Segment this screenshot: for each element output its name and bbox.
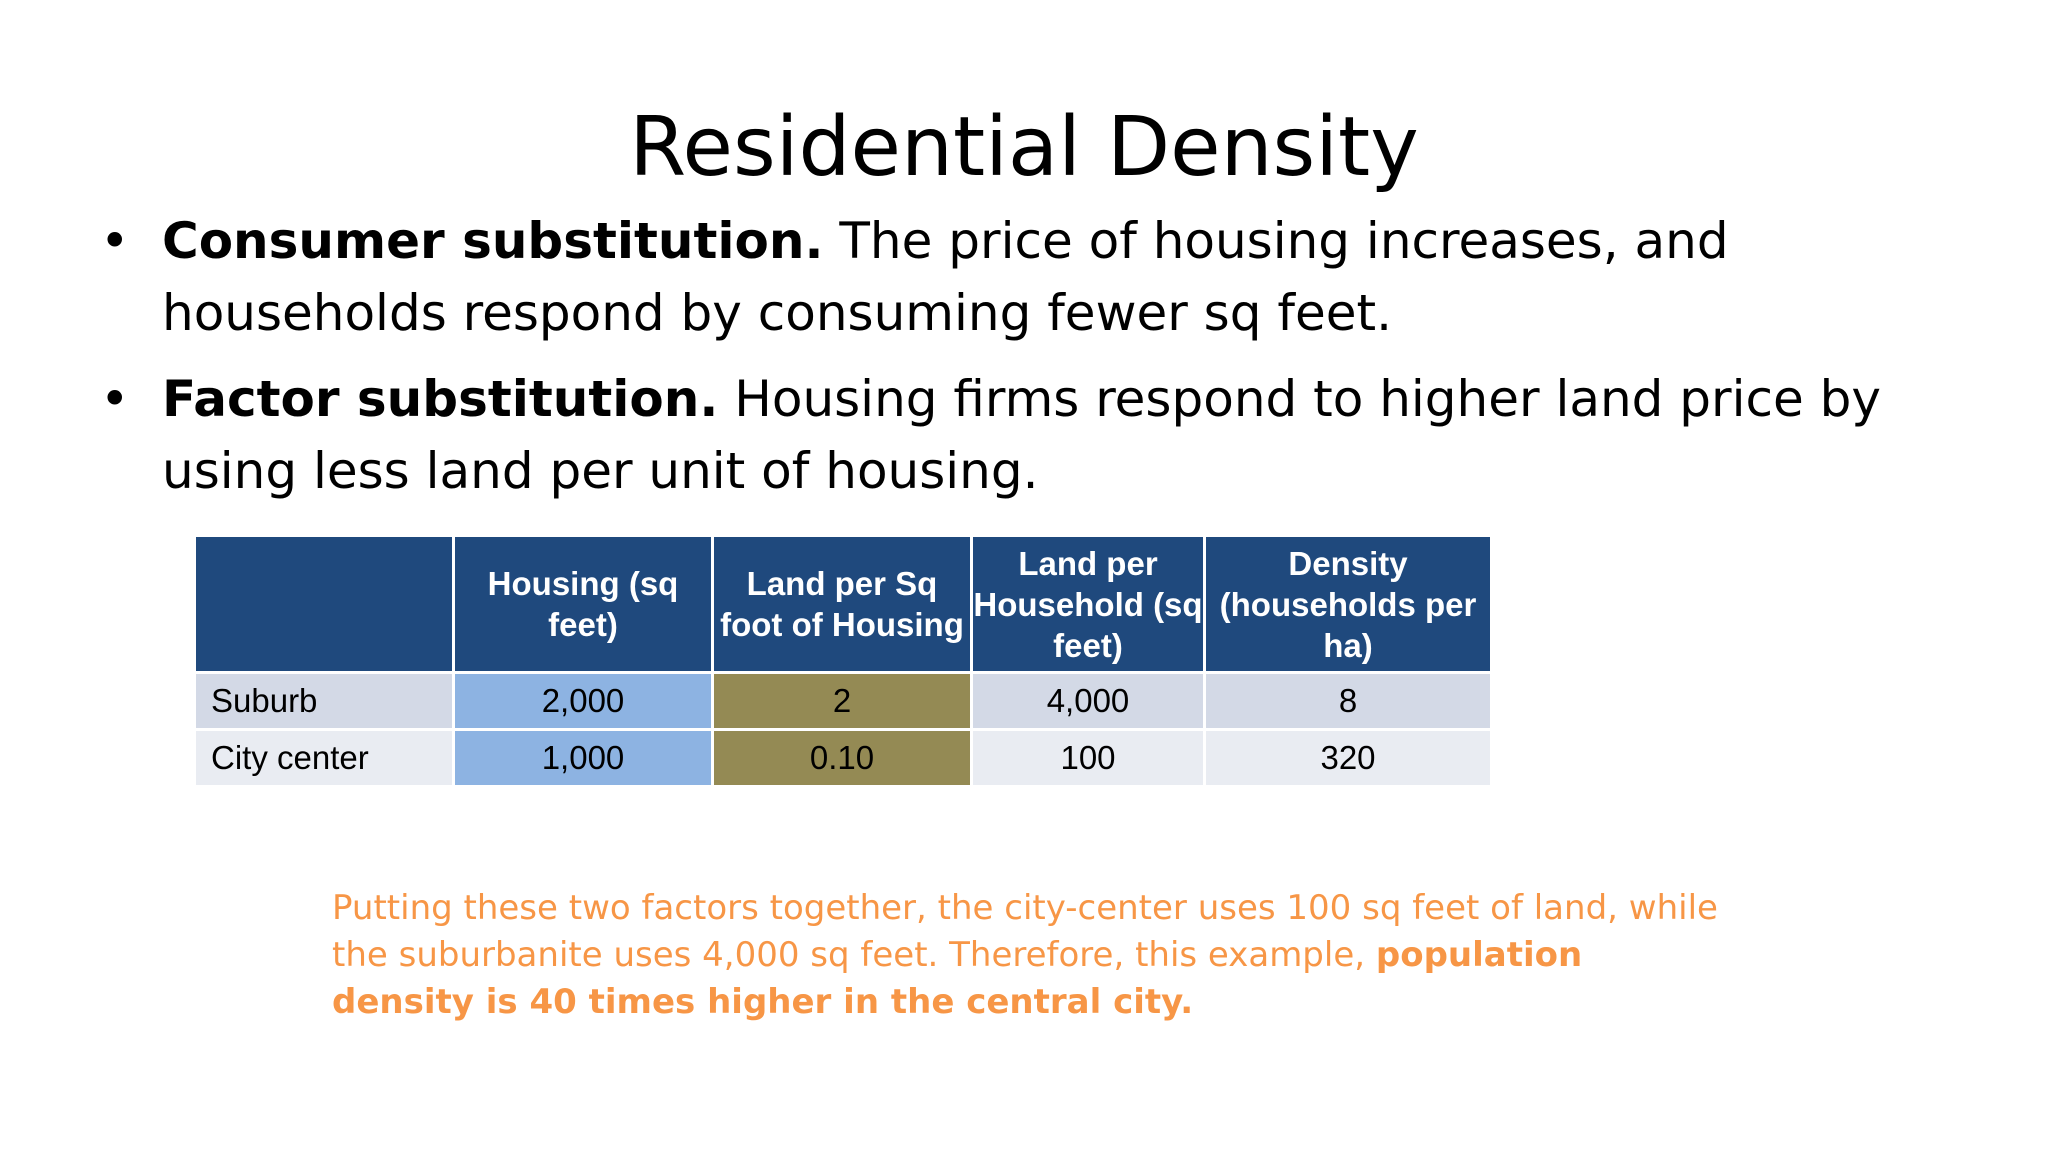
table-row: Suburb 2,000 2 4,000 8 xyxy=(193,671,1493,731)
cell-land-per-sq-foot: 2 xyxy=(711,671,973,731)
header-cell-land-per-sq-foot: Land per Sq foot of Housing xyxy=(711,534,973,674)
row-label-city-center: City center xyxy=(193,728,455,788)
bullet-list: • Consumer substitution. The price of ho… xyxy=(100,205,1980,521)
bullet-marker: • xyxy=(100,370,130,428)
conclusion-note: Putting these two factors together, the … xyxy=(332,885,1732,1026)
cell-land-per-household: 4,000 xyxy=(970,671,1206,731)
bullet-marker: • xyxy=(100,212,130,270)
cell-density: 320 xyxy=(1203,728,1493,788)
density-table: Housing (sq feet) Land per Sq foot of Ho… xyxy=(193,534,1493,788)
cell-housing: 1,000 xyxy=(452,728,714,788)
bullet-body-text: The price of housing increases, and hous… xyxy=(162,212,1729,342)
cell-housing: 2,000 xyxy=(452,671,714,731)
header-cell-housing: Housing (sq feet) xyxy=(452,534,714,674)
bullet-consumer-substitution: • Consumer substitution. The price of ho… xyxy=(100,205,1980,349)
bullet-body-text: Housing firms respond to higher land pri… xyxy=(162,370,1881,500)
row-label-suburb: Suburb xyxy=(193,671,455,731)
header-cell-land-per-household: Land per Household (sq feet) xyxy=(970,534,1206,674)
bullet-lead-text: Factor substitution. xyxy=(162,370,719,428)
header-cell-blank xyxy=(193,534,455,674)
note-plain-text: Putting these two factors together, the … xyxy=(332,888,1718,975)
slide-title: Residential Density xyxy=(629,100,1419,195)
header-cell-density: Density (households per ha) xyxy=(1203,534,1493,674)
note-emphasis-text: population density is 40 times higher in… xyxy=(332,935,1583,1022)
bullet-factor-substitution: • Factor substitution. Housing firms res… xyxy=(100,363,1980,507)
cell-land-per-sq-foot: 0.10 xyxy=(711,728,973,788)
bullet-lead-text: Consumer substitution. xyxy=(162,212,824,270)
cell-land-per-household: 100 xyxy=(970,728,1206,788)
cell-density: 8 xyxy=(1203,671,1493,731)
table-row: City center 1,000 0.10 100 320 xyxy=(193,728,1493,788)
table-header-row: Housing (sq feet) Land per Sq foot of Ho… xyxy=(193,534,1493,674)
